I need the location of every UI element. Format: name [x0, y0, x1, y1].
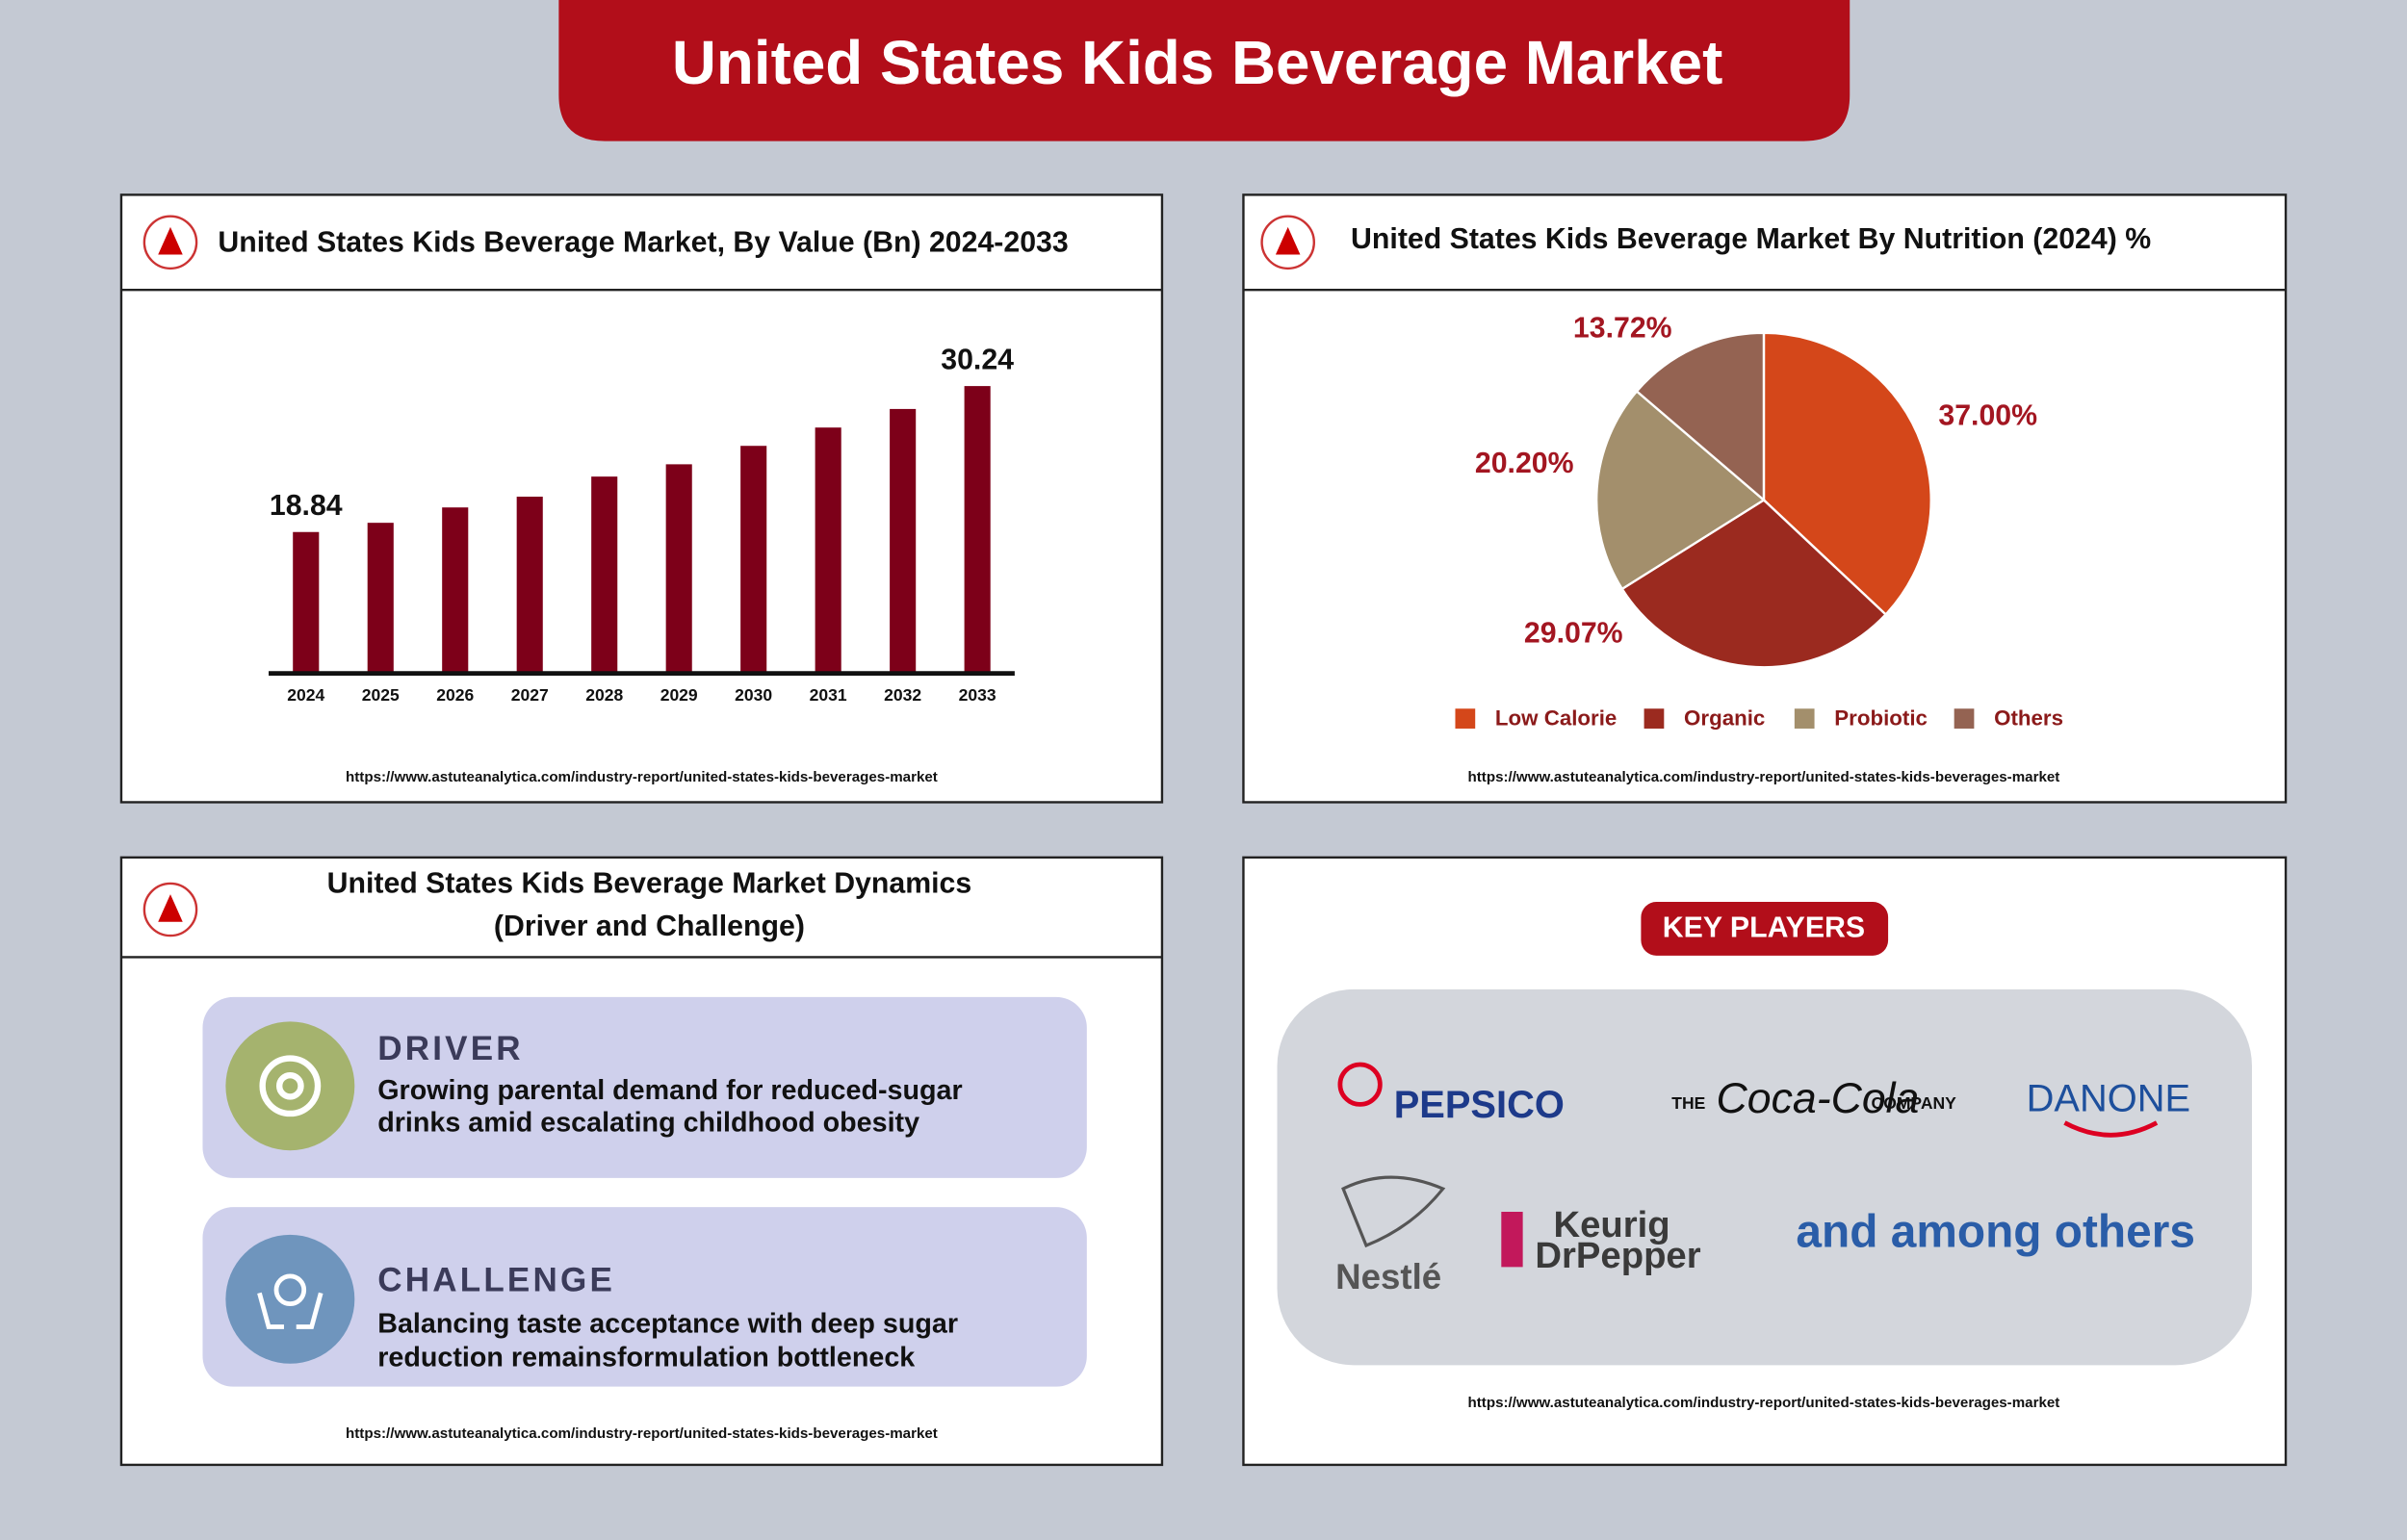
data-label: 37.00% [1938, 399, 2037, 431]
brand-icon [142, 882, 198, 937]
logo: Coca-Cola [1717, 1075, 1920, 1122]
pepsico-globe [1337, 1062, 1383, 1107]
x-tick-label: 2030 [735, 685, 772, 705]
x-tick-label: 2033 [959, 685, 996, 705]
bar [815, 427, 841, 674]
challenge-icon [225, 1234, 355, 1364]
legend-label: Organic [1684, 706, 1765, 730]
logo: PEPSICO [1394, 1084, 1565, 1126]
main-title: United States Kids Beverage Market [672, 28, 1722, 97]
title-banner [558, 0, 1851, 141]
bar [964, 386, 991, 674]
bar [442, 507, 469, 674]
bar [740, 446, 767, 674]
panels [119, 193, 2288, 1467]
driver-text: drinks amid escalating childhood obesity [377, 1108, 919, 1139]
logo: Nestlé [1335, 1257, 1441, 1296]
data-label: 29.07% [1524, 618, 1623, 650]
data-label: 18.84 [270, 490, 343, 522]
logo: THE [1671, 1093, 1705, 1113]
legend-swatch [1954, 708, 1975, 729]
source: https://www.astuteanalytica.com/industry… [1468, 769, 2060, 785]
pie-slice [1594, 389, 1766, 591]
x-tick-label: 2031 [810, 685, 847, 705]
bar [293, 531, 320, 674]
driver-text: Growing parental demand for reduced-suga… [377, 1075, 962, 1106]
source: https://www.astuteanalytica.com/industry… [1468, 1395, 2060, 1411]
legend-swatch [1794, 708, 1815, 729]
logo: Keurig [1554, 1204, 1670, 1245]
legend-label: Others [1994, 706, 2063, 730]
legend-swatch [1455, 708, 1476, 729]
bar [591, 476, 618, 674]
pie-title: United States Kids Beverage Market By Nu… [1351, 223, 2151, 255]
danone-swoosh [2063, 1120, 2159, 1138]
key-players-badge [1641, 902, 1889, 956]
x-tick-label: 2025 [362, 685, 400, 705]
bar-title: United States Kids Beverage Market, By V… [218, 226, 1068, 258]
key-players-title: KEY PLAYERS [1663, 912, 1865, 944]
hands-icon [257, 1273, 324, 1329]
pie-slice [1635, 331, 1766, 503]
nestle-nest [1341, 1175, 1446, 1248]
challenge-label: CHALLENGE [377, 1262, 615, 1299]
challenge-text: Balancing taste acceptance with deep sug… [377, 1308, 958, 1339]
legend-swatch [1643, 708, 1665, 729]
driver-icon [225, 1021, 355, 1151]
x-tick-label: 2029 [660, 685, 698, 705]
driver-card [202, 996, 1087, 1178]
bar [367, 523, 394, 674]
data-label: 13.72% [1573, 313, 1672, 345]
x-tick-label: 2028 [585, 685, 623, 705]
bar [665, 464, 692, 674]
pie-slice [1762, 331, 1932, 617]
data-label: 30.24 [941, 345, 1014, 376]
challenge-card [202, 1207, 1087, 1387]
legend-label: Probiotic [1834, 706, 1928, 730]
x-tick-label: 2024 [287, 685, 324, 705]
logo: DrPepper [1535, 1235, 1700, 1276]
brand-icon [1260, 215, 1315, 270]
logos-box [1277, 988, 2252, 1366]
pie-slice [1620, 499, 1888, 669]
dynamics-title: (Driver and Challenge) [494, 911, 805, 942]
brand-icon [142, 215, 198, 270]
bar [890, 408, 917, 674]
gear-icon [259, 1055, 322, 1117]
dynamics-title: United States Kids Beverage Market Dynam… [327, 868, 972, 900]
others-text: and among others [1796, 1207, 2195, 1258]
keurig-mark [1501, 1211, 1523, 1268]
logo: COMPANY [1872, 1093, 1957, 1113]
bar [516, 497, 543, 674]
brand-icons [142, 215, 1315, 937]
legend-label: Low Calorie [1495, 706, 1617, 730]
logo: DANONE [2027, 1078, 2191, 1120]
challenge-text: reduction remainsformulation bottleneck [377, 1343, 915, 1373]
x-tick-label: 2027 [511, 685, 549, 705]
x-tick-label: 2032 [884, 685, 921, 705]
source: https://www.astuteanalytica.com/industry… [346, 1425, 938, 1442]
driver-label: DRIVER [377, 1030, 524, 1067]
source: https://www.astuteanalytica.com/industry… [346, 769, 938, 785]
data-label: 20.20% [1475, 448, 1574, 479]
x-tick-label: 2026 [436, 685, 474, 705]
